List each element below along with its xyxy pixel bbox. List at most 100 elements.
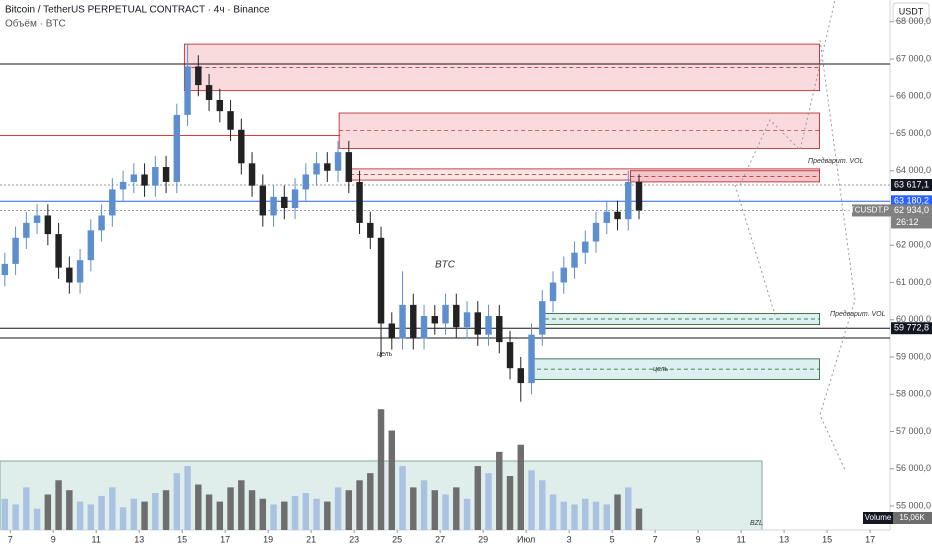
currency[interactable]: USDT: [899, 6, 924, 16]
candle-body: [324, 163, 331, 171]
candle-body: [463, 312, 471, 328]
candle-body: [184, 66, 191, 115]
x-tick-label: 7: [653, 534, 658, 544]
y-tick-label: 64 000,0: [896, 165, 931, 175]
candle-body: [334, 152, 342, 171]
candle-body: [33, 215, 41, 223]
candle-body: [98, 215, 105, 231]
candle-body: [23, 222, 30, 238]
volume-bar: [635, 508, 643, 530]
candle-body: [442, 304, 449, 324]
volume-bar: [410, 487, 417, 530]
y-tick-label: 62 000,0: [896, 240, 931, 250]
y-tick-label: 55 000,0: [896, 500, 931, 510]
volume-bar: [560, 501, 567, 530]
volume-bar: [302, 493, 310, 530]
annotation: BTC: [435, 260, 456, 271]
volume-bar: [485, 473, 492, 530]
candle-body: [313, 163, 320, 175]
candle-body: [377, 237, 385, 324]
volume-bar: [76, 501, 84, 530]
candle-body: [227, 111, 234, 130]
x-tick-label: 9: [696, 534, 701, 544]
candle-body: [162, 167, 170, 182]
x-tick-label: 25: [392, 534, 402, 544]
candle-body: [152, 167, 159, 186]
candle-body: [356, 181, 363, 223]
candle-body: [259, 185, 267, 216]
annotation: Предварит. VOL: [830, 310, 886, 318]
volume-bar: [420, 480, 428, 530]
y-tick-label: 58 000,0: [896, 389, 931, 399]
x-tick-label: 11: [92, 534, 101, 544]
candle-body: [281, 196, 288, 209]
x-tick-label: 23: [349, 534, 359, 544]
candle-body: [528, 334, 535, 384]
y-tick-label: 59 000,0: [896, 351, 931, 361]
candle-body: [388, 323, 396, 339]
volume-name: Volume: [865, 513, 892, 522]
volume-bar: [141, 501, 148, 530]
volume-bar: [109, 487, 116, 530]
x-tick-label: Июл: [517, 534, 535, 544]
price-label: 62 934,0: [894, 205, 929, 215]
x-tick-label: 15: [822, 534, 832, 544]
volume-bar: [227, 487, 234, 530]
x-tick-label: 13: [779, 534, 789, 544]
price-label: 59 772,8: [894, 323, 929, 333]
candle-body: [119, 181, 127, 190]
candle-body: [270, 196, 277, 216]
candle-body: [539, 301, 546, 335]
countdown-box: [891, 216, 932, 229]
candle-body: [485, 316, 492, 335]
candle-body: [248, 163, 256, 186]
volume-value: 15,06K: [899, 513, 925, 522]
candle-body: [345, 152, 353, 182]
candle-body: [141, 174, 148, 186]
volume-bar: [625, 487, 632, 530]
volume-bar: [130, 498, 138, 530]
volume-bar: [195, 484, 202, 530]
countdown: 26:12: [896, 217, 919, 227]
volume-bar: [33, 508, 41, 530]
candle-body: [625, 181, 632, 220]
volume-bar: [582, 498, 589, 530]
candle-body: [173, 114, 181, 182]
volume-readout-box: [863, 512, 893, 524]
volume-bar: [474, 466, 482, 530]
y-tick-label: 67 000,0: [896, 53, 931, 63]
volume-value-box: [893, 512, 932, 524]
annotation: цель: [377, 351, 393, 358]
candle-body: [453, 304, 460, 328]
volume-bar: [528, 470, 535, 530]
currency-box[interactable]: [892, 2, 930, 22]
candle-body: [1, 263, 9, 276]
candle-body: [76, 260, 84, 283]
volume-bar: [442, 494, 449, 530]
x-tick-label: 9: [51, 534, 56, 544]
x-tick-label: 15: [177, 534, 187, 544]
volume-bar: [388, 430, 396, 530]
x-tick-label: 11: [736, 534, 745, 544]
plot: [0, 43, 890, 530]
volume-bar: [549, 494, 557, 530]
candle-body: [399, 304, 406, 339]
y-tick-label: 66 000,0: [896, 91, 931, 101]
volume-bar: [184, 466, 191, 530]
candle-body: [130, 174, 138, 182]
volume-bar: [55, 480, 62, 530]
price-label-box: [891, 322, 932, 335]
symbol-label: BTCUSDT.P: [845, 206, 889, 215]
volume-bar: [1, 498, 9, 530]
price-label-box: [891, 204, 932, 217]
candle-body: [216, 99, 224, 112]
volume-bar: [66, 490, 73, 530]
volume-bar: [152, 493, 159, 530]
volume-bar: [205, 494, 213, 530]
volume-bar: [23, 487, 30, 530]
x-tick-label: 5: [610, 534, 615, 544]
x-tick-label: 3: [567, 534, 572, 544]
candle-body: [302, 174, 310, 190]
y-tick-label: 57 000,0: [896, 426, 931, 436]
x-tick-label: 21: [306, 534, 316, 544]
